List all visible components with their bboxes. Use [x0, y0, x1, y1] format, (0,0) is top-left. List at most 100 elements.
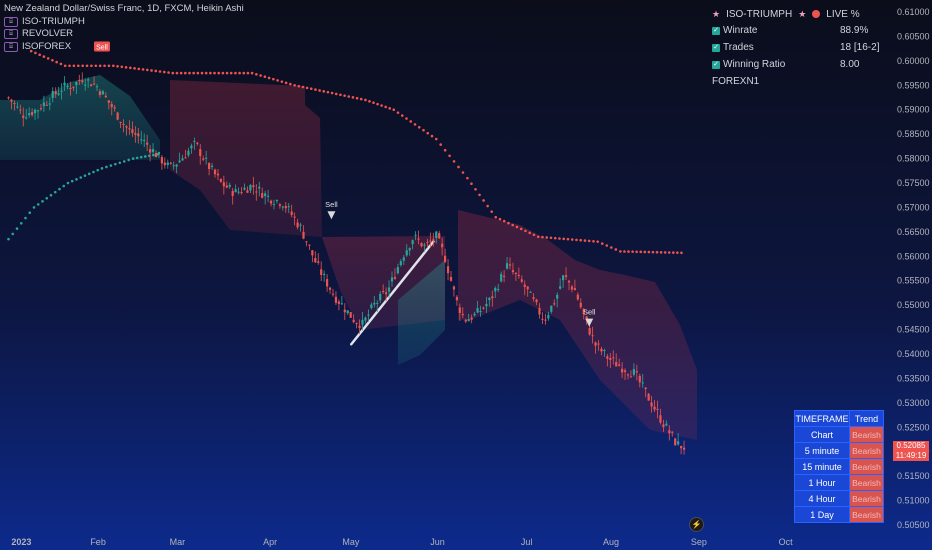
- candle-body: [272, 204, 276, 206]
- upper-trail-dot: [507, 221, 510, 225]
- upper-trail-dot: [103, 64, 106, 68]
- upper-trail-dot: [659, 251, 663, 254]
- candle-body: [526, 286, 529, 290]
- candle-body: [384, 292, 388, 295]
- upper-trail-dot: [452, 160, 456, 163]
- candle-body: [60, 90, 63, 92]
- stat-trades: ✓ Trades 18 [16-2]: [712, 42, 880, 53]
- candle-body: [42, 102, 45, 107]
- candle-body: [266, 195, 270, 197]
- candle-body: [618, 364, 621, 366]
- candle-body: [505, 263, 509, 269]
- candle-body: [632, 369, 635, 375]
- table-header: TIMEFRAME: [794, 410, 850, 427]
- candle-body: [205, 157, 208, 159]
- candle-body: [517, 274, 520, 276]
- upper-trail-dot: [532, 233, 536, 237]
- trend-cell: Bearish: [849, 506, 884, 523]
- upper-trail-dot: [355, 96, 359, 100]
- candle-body: [16, 106, 19, 108]
- upper-trail-dot: [583, 239, 587, 242]
- upper-trail-dot: [413, 123, 417, 126]
- upper-trail-dot: [376, 102, 379, 106]
- upper-trail-dot: [610, 246, 613, 249]
- candle-body: [146, 142, 149, 145]
- candle-body: [352, 319, 355, 323]
- symbol-title[interactable]: New Zealand Dollar/Swiss Franc, 1D, FXCM…: [4, 3, 244, 14]
- upper-trail-dot: [204, 71, 208, 75]
- y-tick-label: 0.50500: [897, 520, 930, 530]
- candle-body: [225, 185, 228, 188]
- trend-line[interactable]: [350, 240, 435, 346]
- candle-body: [166, 162, 169, 166]
- candle-body: [84, 84, 87, 86]
- upper-trail-dot: [284, 81, 288, 85]
- upper-trail-dot: [676, 251, 679, 254]
- candle-body: [449, 276, 453, 281]
- upper-trail-dot: [672, 251, 675, 254]
- candle-body: [196, 142, 199, 144]
- candle-body: [346, 310, 349, 314]
- candle-body: [370, 304, 373, 309]
- candle-body: [175, 164, 178, 167]
- candle-body: [269, 200, 273, 204]
- candle-body: [340, 303, 343, 305]
- candle-body: [314, 258, 317, 263]
- candle-body: [396, 267, 399, 274]
- indicator-iso-triumph[interactable]: ⌸ ISO-TRIUMPH: [4, 16, 244, 29]
- live-label: LIVE %: [826, 8, 860, 20]
- candle-body: [612, 357, 615, 359]
- lightning-logo-icon[interactable]: ⚡: [689, 517, 704, 532]
- upper-trail-dot: [430, 134, 434, 138]
- upper-trail-dot: [34, 51, 37, 55]
- bull-cloud: [0, 75, 160, 160]
- candle-body: [491, 296, 494, 299]
- indicator-revolver[interactable]: ⌸ REVOLVER: [4, 28, 244, 41]
- candle-body: [470, 317, 473, 320]
- candle-body: [597, 343, 600, 345]
- indicator-isoforex[interactable]: ⌸ ISOFOREX: [4, 41, 244, 54]
- candle-body: [446, 266, 450, 274]
- candle-body: [620, 368, 624, 373]
- upper-trail-dot: [502, 219, 506, 223]
- upper-trail-dot: [570, 238, 574, 241]
- candle-body: [550, 305, 553, 312]
- lower-trail-dot: [15, 227, 19, 230]
- upper-trail-dot: [592, 239, 595, 243]
- candle-body: [57, 93, 60, 95]
- upper-trail-dot: [368, 100, 371, 103]
- price-axis[interactable]: 0.61000 0.60500 0.60000 0.59500 0.59000 0.585…: [897, 7, 930, 530]
- candle-body: [606, 356, 609, 359]
- check-icon: ✓: [712, 60, 720, 69]
- upper-trail-dot: [575, 238, 578, 242]
- lower-trail-dot: [131, 157, 135, 160]
- candle-body: [435, 231, 438, 238]
- last-price: 0.52085: [896, 441, 926, 450]
- candle-body: [101, 91, 104, 95]
- candle-body: [514, 272, 517, 275]
- upper-trail-dot: [259, 74, 262, 77]
- candle-body: [677, 441, 680, 445]
- candle-body: [284, 206, 287, 209]
- y-tick-label: 0.60500: [897, 31, 930, 41]
- candle-body: [337, 301, 340, 304]
- candle-body: [98, 91, 102, 95]
- candle-body: [299, 224, 302, 226]
- candle-body: [556, 294, 559, 299]
- upper-trail-dot: [213, 71, 216, 75]
- upper-trail-dot: [267, 76, 271, 80]
- candle-body: [122, 123, 125, 125]
- candle-body: [567, 280, 571, 283]
- upper-trail-dot: [536, 235, 540, 239]
- upper-trail-dot: [627, 250, 630, 253]
- upper-trail-dot: [120, 65, 124, 69]
- candle-body: [187, 150, 190, 156]
- candle-body: [429, 240, 432, 242]
- time-axis[interactable]: 2023 Feb Mar Apr May Jun Jul Aug Sep Oct: [11, 537, 793, 547]
- upper-trail-dot: [196, 71, 200, 75]
- last-price-tag[interactable]: 0.52085 11:49:19: [893, 441, 929, 461]
- x-tick-label: 2023: [11, 537, 31, 547]
- y-tick-label: 0.59000: [897, 105, 930, 115]
- upper-trail-dot: [330, 91, 334, 95]
